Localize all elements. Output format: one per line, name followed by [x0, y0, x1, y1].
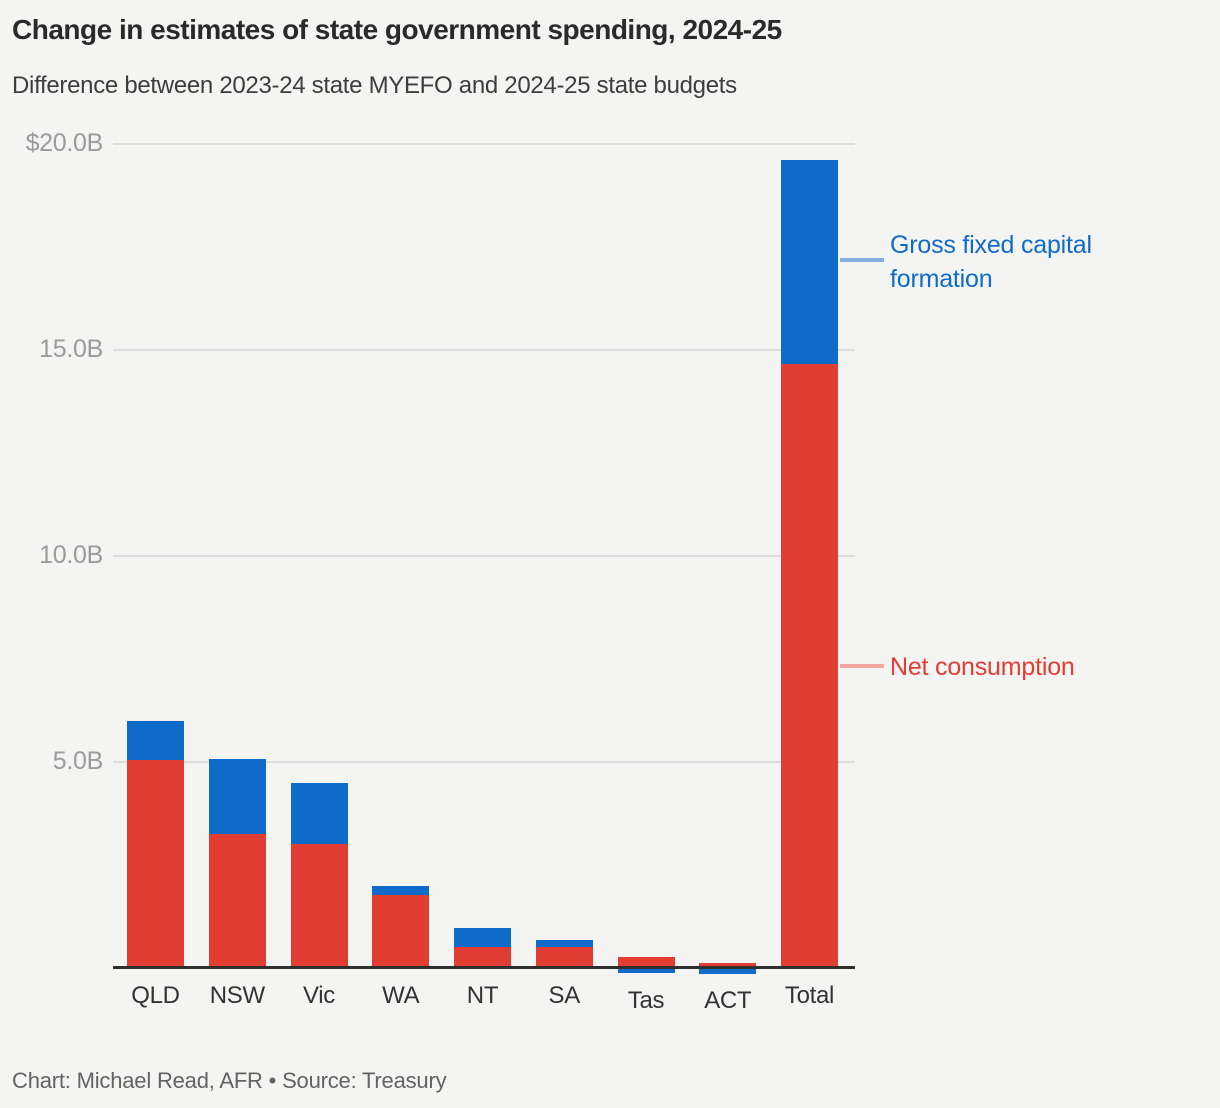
x-axis-category-label-sa: SA [548, 982, 581, 1009]
bar-segment-net-act[interactable] [699, 963, 757, 968]
x-axis-category-label-act: ACT [704, 987, 752, 1014]
x-axis-category-label-nt: NT [466, 982, 499, 1009]
bar-segment-gfcf-vic[interactable] [290, 782, 348, 845]
bar-segment-gfcf-nsw[interactable] [208, 758, 266, 835]
x-axis-category-label-vic: Vic [302, 982, 335, 1009]
x-axis-category-label-total: Total [784, 982, 835, 1009]
bar-segment-gfcf-total[interactable] [781, 160, 838, 365]
bar-segment-net-sa[interactable] [535, 947, 593, 968]
bar-segment-net-nt[interactable] [454, 946, 511, 968]
gridline-20b [113, 143, 855, 145]
y-axis-tick-label: 5.0B [52, 747, 104, 775]
x-axis-category-label-qld: QLD [131, 982, 180, 1009]
bar-segment-gfcf-qld[interactable] [127, 720, 184, 760]
gfcf-connector-line [840, 258, 884, 262]
x-axis-line [113, 966, 855, 969]
x-axis-category-label-tas: Tas [627, 987, 665, 1014]
bar-segment-gfcf-sa[interactable] [535, 939, 593, 948]
chart-subtitle: Difference between 2023-24 state MYEFO a… [12, 72, 737, 99]
net-connector-line [840, 664, 884, 668]
bar-segment-net-qld[interactable] [127, 759, 184, 968]
gridline-10b [113, 555, 855, 557]
bar-segment-net-wa[interactable] [372, 894, 430, 968]
y-axis-tick-label: $20.0B [25, 129, 104, 157]
gridline-5b [113, 761, 855, 763]
x-axis-category-label-nsw: NSW [209, 982, 265, 1009]
chart-title: Change in estimates of state government … [12, 14, 782, 45]
bar-segment-net-nsw[interactable] [208, 834, 266, 968]
gridline-15b [113, 349, 855, 351]
bar-segment-gfcf-act[interactable] [699, 969, 757, 975]
y-axis-tick-label: 10.0B [39, 541, 103, 569]
bar-segment-gfcf-tas[interactable] [617, 969, 675, 974]
gfcf-annotation-label: Gross fixed capital formation [890, 231, 1092, 293]
bar-segment-gfcf-wa[interactable] [372, 885, 430, 895]
x-axis-category-label-wa: WA [382, 982, 420, 1009]
chart-footer: Chart: Michael Read, AFR • Source: Treas… [12, 1068, 447, 1093]
y-axis-tick-label: 15.0B [39, 335, 103, 363]
bar-segment-gfcf-nt[interactable] [454, 928, 511, 947]
bar-segment-net-vic[interactable] [290, 844, 348, 968]
bar-segment-net-tas[interactable] [617, 956, 675, 968]
net-annotation-label: Net consumption [890, 653, 1075, 681]
bar-segment-net-total[interactable] [781, 364, 838, 968]
